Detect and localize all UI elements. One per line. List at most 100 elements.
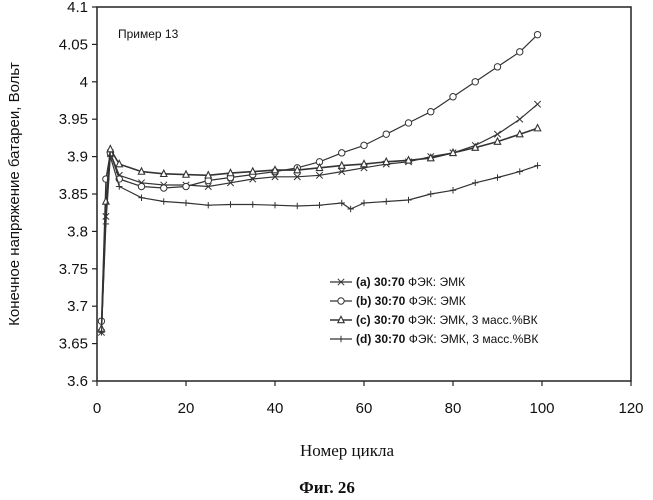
- x-tick-label: 60: [356, 400, 373, 417]
- data-point-triangle-marker: [115, 159, 124, 168]
- data-point-x-marker: [337, 278, 345, 286]
- data-point-x-marker: [271, 173, 279, 181]
- data-point-x-marker: [204, 182, 212, 191]
- data-point-circle-marker: [137, 182, 146, 191]
- y-tick-label: 3.6: [67, 373, 88, 390]
- data-point-plus-marker: [516, 168, 523, 175]
- data-point-triangle-marker: [426, 153, 435, 162]
- y-tick-label: 3.8: [67, 223, 88, 240]
- data-point-plus-marker: [294, 202, 301, 210]
- data-point-circle-marker: [404, 119, 413, 127]
- data-point-x-marker: [533, 100, 542, 108]
- data-point-plus-marker: [472, 179, 479, 186]
- x-tick-label: 0: [93, 400, 101, 417]
- data-point-plus-marker: [405, 196, 412, 204]
- data-point-triangle-marker: [515, 129, 524, 138]
- x-tick-label: 80: [445, 400, 462, 417]
- data-point-circle-marker: [493, 63, 502, 71]
- legend: (a) 30:70 ФЭК: ЭМК (b) 30:70 ФЭК: ЭМК (c) …: [330, 275, 538, 346]
- data-point-circle-marker: [182, 182, 190, 191]
- data-point-plus-marker: [98, 329, 105, 336]
- data-point-triangle-marker: [382, 156, 391, 166]
- data-point-triangle-marker: [471, 142, 480, 151]
- figure-caption: Фиг. 26: [299, 478, 355, 497]
- data-point-plus-marker: [494, 174, 501, 181]
- data-point-circle-marker: [516, 48, 524, 56]
- data-point-circle-marker: [360, 141, 368, 150]
- data-point-plus-marker: [449, 187, 457, 194]
- data-point-circle-marker: [382, 130, 390, 138]
- series-plus: [98, 153, 541, 336]
- data-point-plus-marker: [102, 220, 110, 228]
- data-point-plus-marker: [347, 205, 354, 213]
- x-tick-label: 20: [178, 400, 195, 417]
- data-point-plus-marker: [182, 199, 190, 207]
- data-point-plus-marker: [271, 202, 279, 209]
- data-point-triangle-marker: [315, 162, 324, 172]
- data-point-plus-marker: [138, 194, 145, 201]
- data-point-x-marker: [315, 171, 324, 179]
- legend-item: (c) 30:70 ФЭК: ЭМК, 3 масс.%ВК: [330, 313, 538, 327]
- data-point-plus-marker: [205, 202, 212, 209]
- data-point-triangle-marker: [159, 168, 168, 178]
- data-point-x-marker: [338, 168, 346, 176]
- data-point-circle-marker: [427, 108, 435, 116]
- data-point-plus-marker: [227, 201, 234, 208]
- data-point-triangle-marker: [359, 159, 369, 168]
- legend-label: (a) 30:70 ФЭК: ЭМК: [356, 275, 465, 289]
- data-point-triangle-marker: [106, 144, 115, 153]
- data-point-plus-marker: [337, 335, 345, 343]
- y-tick-label: 3.95: [59, 111, 88, 128]
- legend-label: (b) 30:70 ФЭК: ЭМК: [356, 294, 466, 308]
- y-tick-label: 3.7: [67, 298, 88, 315]
- data-point-plus-marker: [534, 162, 541, 169]
- chart-annotation: Пример 13: [118, 27, 179, 41]
- data-point-triangle-marker: [248, 166, 257, 175]
- y-axis-label: Конечное напряжение батареи, Вольт: [6, 62, 23, 326]
- y-tick-label: 3.85: [59, 186, 88, 203]
- legend-label: (d) 30:70 ФЭК: ЭМК, 3 масс.%ВК: [356, 332, 538, 346]
- legend-label: (c) 30:70 ФЭК: ЭМК, 3 масс.%ВК: [356, 313, 538, 327]
- y-tick-label: 4.05: [59, 36, 88, 53]
- y-tick-label: 3.65: [59, 336, 88, 353]
- x-axis-ticks: 0 20 40 60 80 100 120: [93, 381, 644, 417]
- data-point-plus-marker: [338, 199, 345, 207]
- data-point-triangle-marker: [404, 155, 413, 164]
- y-tick-label: 3.75: [59, 261, 88, 278]
- data-point-triangle-marker: [137, 166, 146, 175]
- data-point-x-marker: [226, 179, 235, 187]
- y-tick-label: 4: [80, 74, 88, 91]
- data-point-triangle-marker: [336, 315, 346, 324]
- x-tick-label: 120: [618, 400, 643, 417]
- data-point-triangle-marker: [270, 165, 280, 174]
- data-point-plus-marker: [316, 202, 323, 209]
- plot-area: [96, 6, 632, 382]
- y-tick-label: 3.9: [67, 149, 88, 166]
- data-point-x-marker: [516, 115, 524, 123]
- data-point-circle-marker: [471, 78, 479, 86]
- data-point-plus-marker: [116, 183, 123, 190]
- data-point-triangle-marker: [448, 147, 458, 157]
- data-point-triangle-marker: [493, 136, 502, 145]
- x-tick-label: 40: [267, 400, 284, 417]
- legend-item: (a) 30:70 ФЭК: ЭМК: [330, 275, 465, 289]
- legend-item: (d) 30:70 ФЭК: ЭМК, 3 масс.%ВК: [330, 332, 538, 346]
- data-point-triangle-marker: [181, 169, 191, 178]
- y-tick-label: 4.1: [67, 0, 88, 16]
- data-point-plus-marker: [249, 201, 256, 208]
- data-point-plus-marker: [427, 190, 434, 198]
- data-point-triangle-marker: [337, 160, 346, 169]
- series-triangle: [97, 123, 542, 332]
- data-point-circle-marker: [160, 184, 168, 192]
- data-point-triangle-marker: [533, 123, 542, 132]
- y-axis-ticks: 3.6 3.65 3.7 3.75 3.8 3.85 3.9 3.95 4 4.05 4.1: [59, 0, 97, 390]
- data-point-circle-marker: [337, 297, 345, 305]
- x-tick-label: 100: [529, 400, 554, 417]
- data-point-triangle-marker: [226, 168, 235, 177]
- legend-item: (b) 30:70 ФЭК: ЭМК: [330, 294, 466, 308]
- data-point-circle-marker: [449, 93, 457, 101]
- data-point-triangle-marker: [293, 165, 302, 174]
- data-point-triangle-marker: [204, 170, 213, 179]
- series-layer: [97, 30, 542, 336]
- data-point-plus-marker: [160, 198, 167, 205]
